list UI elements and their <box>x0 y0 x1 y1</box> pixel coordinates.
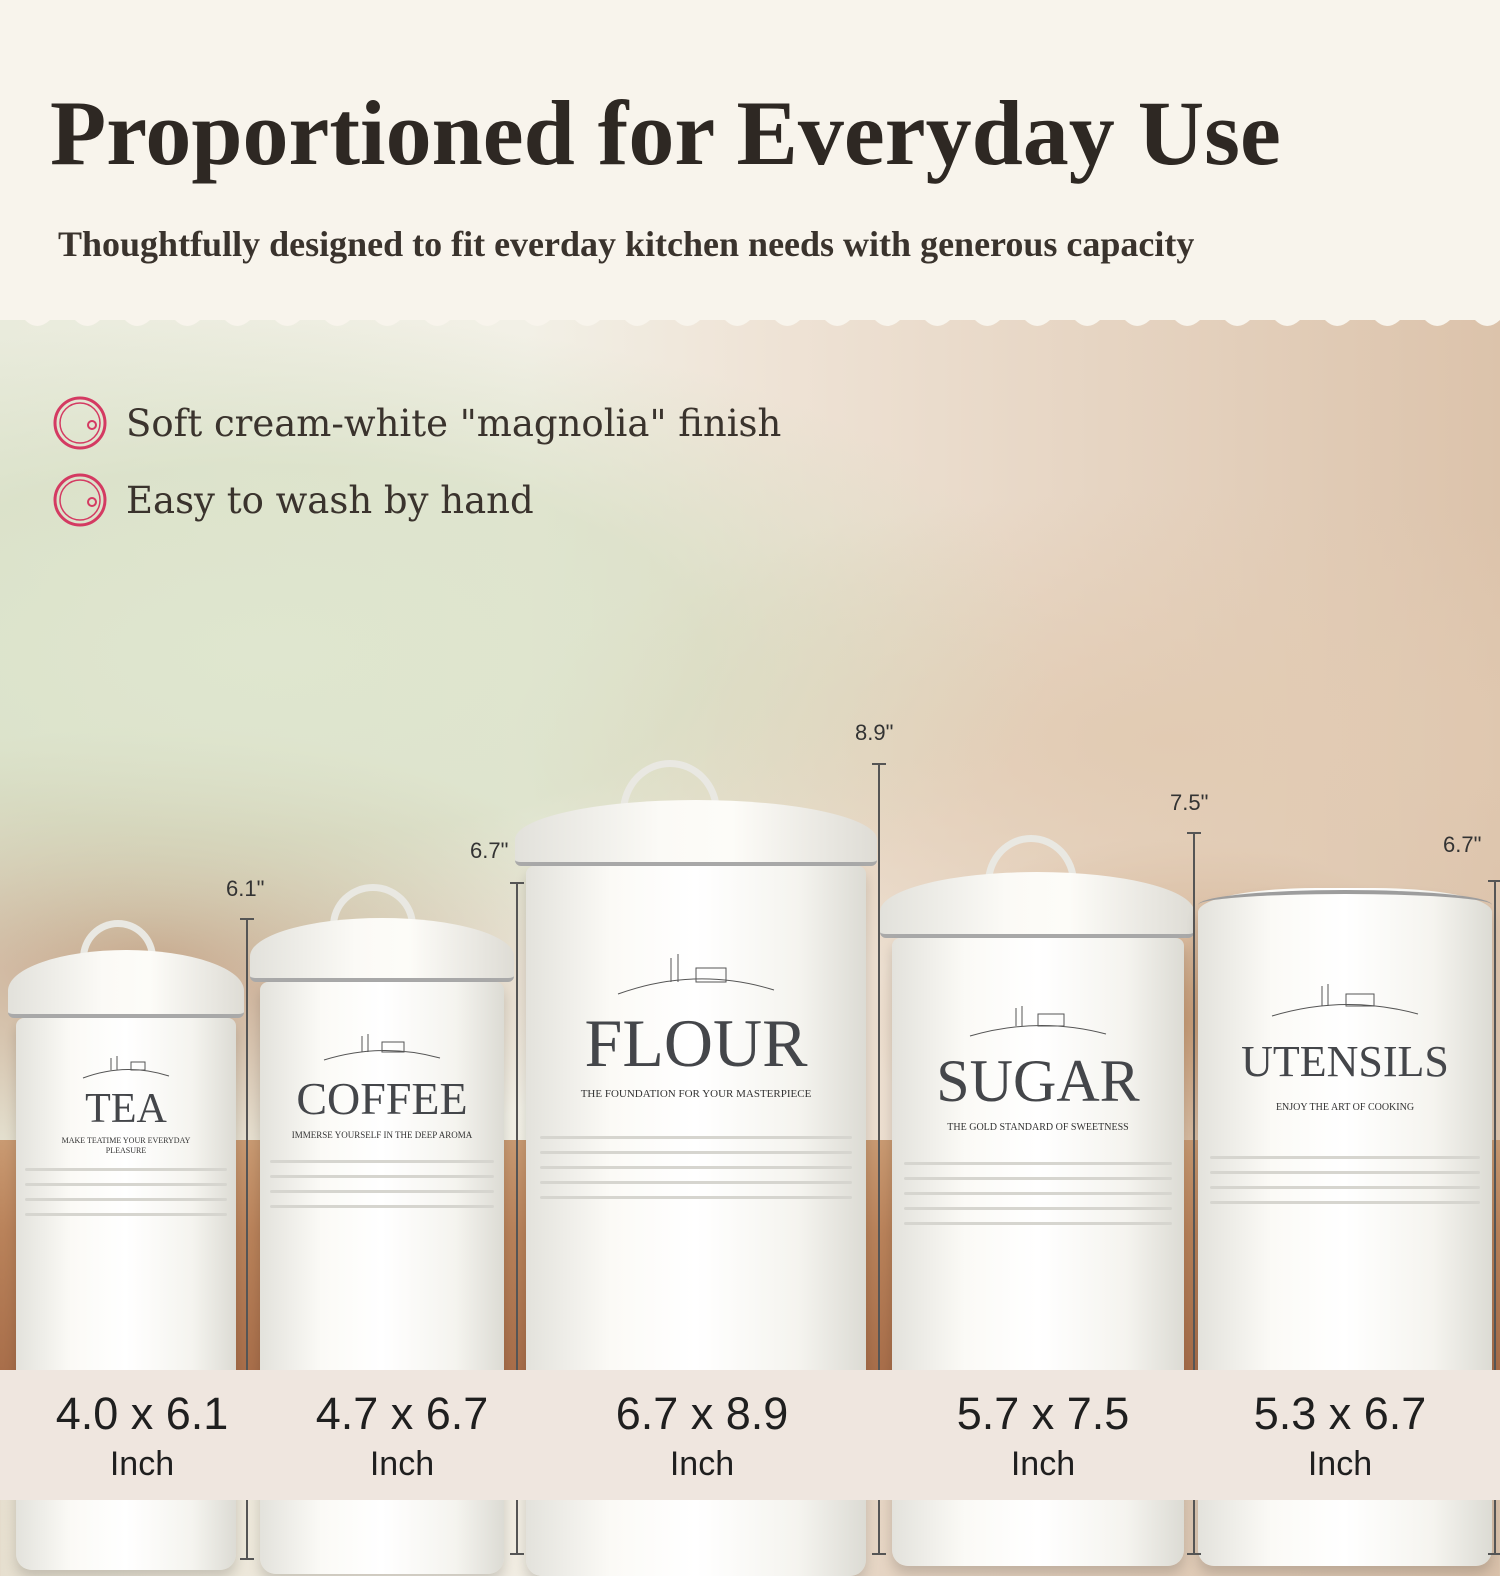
village-sketch-icon <box>969 1006 1107 1037</box>
dimension-unit: Inch <box>1307 1445 1373 1483</box>
canister-label: UTENSILS <box>1241 1037 1449 1086</box>
canister-rim <box>1198 890 1492 920</box>
dimension-flour: 6.7 x 8.9 Inch <box>572 1388 832 1484</box>
magnolia-circle-icon <box>53 396 107 450</box>
canister-tagline: THE GOLD STANDARD OF SWEETNESS <box>947 1122 1129 1133</box>
dimension-unit: Inch <box>369 1445 435 1483</box>
village-sketch-icon <box>1271 984 1419 1017</box>
height-label: 8.9" <box>855 720 894 745</box>
canister-label: SUGAR <box>936 1048 1140 1114</box>
dimension-value: 4.7 x 6.7 <box>315 1388 489 1439</box>
height-label: 6.7" <box>1443 832 1482 857</box>
height-label: 7.5" <box>1170 790 1209 815</box>
dimension-value: 4.0 x 6.1 <box>55 1388 229 1439</box>
header-band <box>0 0 1500 320</box>
dimension-value: 5.3 x 6.7 <box>1253 1388 1427 1439</box>
dimension-unit: Inch <box>109 1445 175 1483</box>
flour-lid <box>515 800 877 866</box>
page-subtitle: Thoughtfully designed to fit everday kit… <box>58 224 1195 264</box>
dimension-sugar: 5.7 x 7.5 Inch <box>913 1388 1173 1484</box>
canister-tagline: ENJOY THE ART OF COOKING <box>1275 1102 1415 1113</box>
dimension-coffee: 4.7 x 6.7 Inch <box>272 1388 532 1484</box>
canister-tagline: IMMERSE YOURSELF IN THE DEEP AROMA <box>291 1130 473 1140</box>
feature-item: Easy to wash by hand <box>52 472 534 528</box>
canister-tagline: MAKE TEATIME YOUR EVERYDAY PLEASURE <box>61 1136 191 1155</box>
wavy-divider <box>0 308 1500 326</box>
canister-label: COFFEE <box>296 1073 468 1124</box>
tea-lid <box>8 950 244 1018</box>
canister-label: FLOUR <box>584 1005 808 1081</box>
village-sketch-icon <box>617 954 775 995</box>
dimension-unit: Inch <box>669 1445 735 1483</box>
canister-label: TEA <box>85 1086 167 1132</box>
village-sketch-icon <box>82 1056 170 1079</box>
canister-tagline: THE FOUNDATION FOR YOUR MASTERPIECE <box>580 1088 812 1100</box>
dimension-value: 5.7 x 7.5 <box>956 1388 1130 1439</box>
sugar-lid <box>880 872 1194 938</box>
feature-text: Soft cream-white "magnolia" finish <box>126 401 782 445</box>
dimension-unit: Inch <box>1010 1445 1076 1483</box>
feature-item: Soft cream-white "magnolia" finish <box>52 395 781 451</box>
feature-text: Easy to wash by hand <box>126 478 534 522</box>
magnolia-circle-icon <box>53 473 107 527</box>
dimension-tea: 4.0 x 6.1 Inch <box>12 1388 272 1484</box>
dimensions-band <box>0 1370 1500 1500</box>
village-sketch-icon <box>323 1034 441 1061</box>
height-label: 6.1" <box>226 876 265 901</box>
dimension-value: 6.7 x 8.9 <box>615 1388 789 1439</box>
page-title: Proportioned for Everyday Use <box>50 82 1281 184</box>
height-label: 6.7" <box>470 838 509 863</box>
dimension-utensils: 5.3 x 6.7 Inch <box>1210 1388 1470 1484</box>
coffee-lid <box>250 918 514 982</box>
